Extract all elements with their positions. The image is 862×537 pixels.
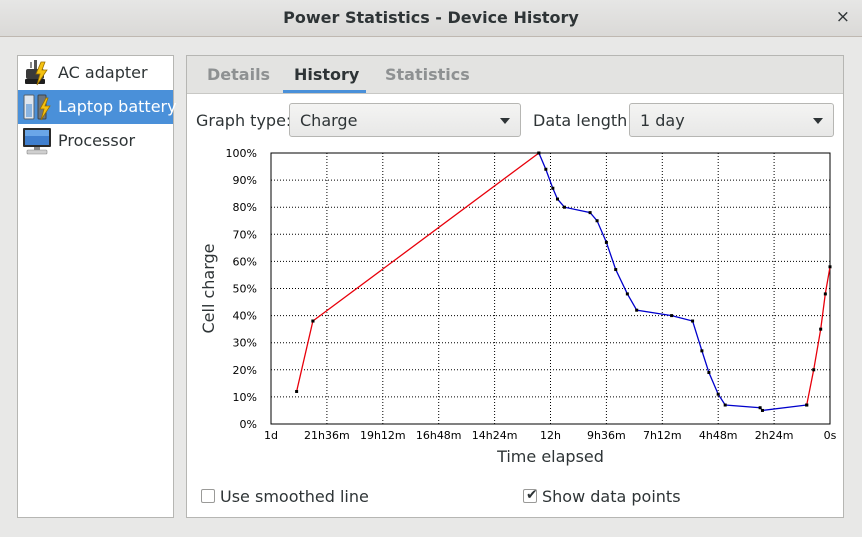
data-point [544,167,548,171]
x-tick-label: 16h48m [416,429,462,442]
data-point [311,319,315,323]
data-point [551,186,555,190]
data-point [537,151,541,155]
y-tick-label: 10% [233,391,257,404]
window-title: Power Statistics - Device History [283,8,579,27]
smoothed-line-label: Use smoothed line [220,487,369,506]
data-point [812,368,816,372]
device-item-label: AC adapter [58,63,148,82]
device-item-ac-adapter[interactable]: AC adapter [18,56,173,90]
data-point [625,292,629,296]
tab-statistics[interactable]: Statistics [385,65,470,84]
show-data-points-label: Show data points [542,487,681,506]
device-item-label: Laptop battery [58,97,177,116]
data-point [691,319,695,323]
data-point [819,327,823,331]
data-length-label: Data length: [533,111,633,130]
data-point [707,371,711,375]
checkbox-box [201,489,215,503]
x-axis: 1d 21h36m 19h12m 16h48m 14h24m 12h 9h36m 7h12m 4… [264,429,837,442]
data-point [805,403,809,407]
x-tick-label: 1d [264,429,278,442]
checkbox-box: ✔ [523,487,538,503]
x-tick-label: 2h24m [755,429,794,442]
graph-type-value: Charge [300,111,358,130]
y-axis: 0% 10% 20% 30% 40% 50% 60% 70% 80% 90% 100% [226,147,257,431]
data-point [758,406,762,410]
y-tick-label: 40% [233,310,257,323]
device-panel: Details History Statistics Graph type: C… [186,55,844,518]
x-tick-label: 0s [824,429,837,442]
device-list: AC adapter Laptop battery Processor [17,55,177,518]
data-point [760,408,764,412]
data-point [635,308,639,312]
active-tab-indicator [283,90,366,93]
y-tick-label: 50% [233,283,257,296]
chevron-down-icon [813,118,823,124]
data-point [588,211,592,215]
laptop-battery-icon [23,94,51,121]
y-tick-label: 20% [233,364,257,377]
y-tick-label: 90% [233,174,257,187]
y-axis-label: Cell charge [199,243,218,333]
ac-adapter-icon [25,60,48,86]
x-tick-label: 12h [540,429,561,442]
tab-history[interactable]: History [294,65,360,84]
y-tick-label: 80% [233,201,257,214]
data-point [700,349,704,353]
history-chart: 0% 10% 20% 30% 40% 50% 60% 70% 80% 90% 100% 1d 21h3… [199,147,837,466]
tab-details[interactable]: Details [207,65,271,84]
x-tick-label: 19h12m [360,429,406,442]
data-length-select[interactable]: 1 day [629,103,834,137]
data-point [723,403,727,407]
device-item-processor[interactable]: Processor [18,124,173,158]
data-point [716,392,720,396]
device-item-laptop-battery[interactable]: Laptop battery [18,90,177,124]
y-tick-label: 100% [226,147,257,160]
data-point [670,314,674,318]
device-item-label: Processor [58,131,136,150]
x-tick-label: 7h12m [643,429,682,442]
chart-points [295,151,832,412]
y-tick-label: 30% [233,337,257,350]
graph-type-label: Graph type: [196,111,292,130]
y-tick-label: 0% [240,418,257,431]
data-point [555,197,559,201]
x-tick-label: 4h48m [699,429,738,442]
x-tick-label: 14h24m [472,429,518,442]
checkmark-icon: ✔ [526,487,538,503]
x-tick-label: 9h36m [587,429,626,442]
data-length-value: 1 day [640,111,685,130]
series-line-charging [312,152,540,322]
data-point [604,240,608,244]
data-point [562,205,566,209]
chevron-down-icon [500,118,510,124]
x-tick-label: 21h36m [304,429,350,442]
data-point [828,265,832,269]
tab-bar: Details History Statistics [187,56,843,94]
close-icon[interactable]: × [835,7,850,27]
y-tick-label: 60% [233,255,257,268]
data-point [295,389,299,393]
data-point [595,219,599,223]
graph-type-select[interactable]: Charge [289,103,521,137]
data-point [823,292,827,296]
x-axis-label: Time elapsed [496,447,604,466]
chart-grid [270,152,831,425]
y-tick-label: 70% [233,228,257,241]
processor-icon [23,128,51,155]
series-line-charging [295,320,314,392]
data-point [614,268,618,272]
title-bar: Power Statistics - Device History × [0,0,862,37]
